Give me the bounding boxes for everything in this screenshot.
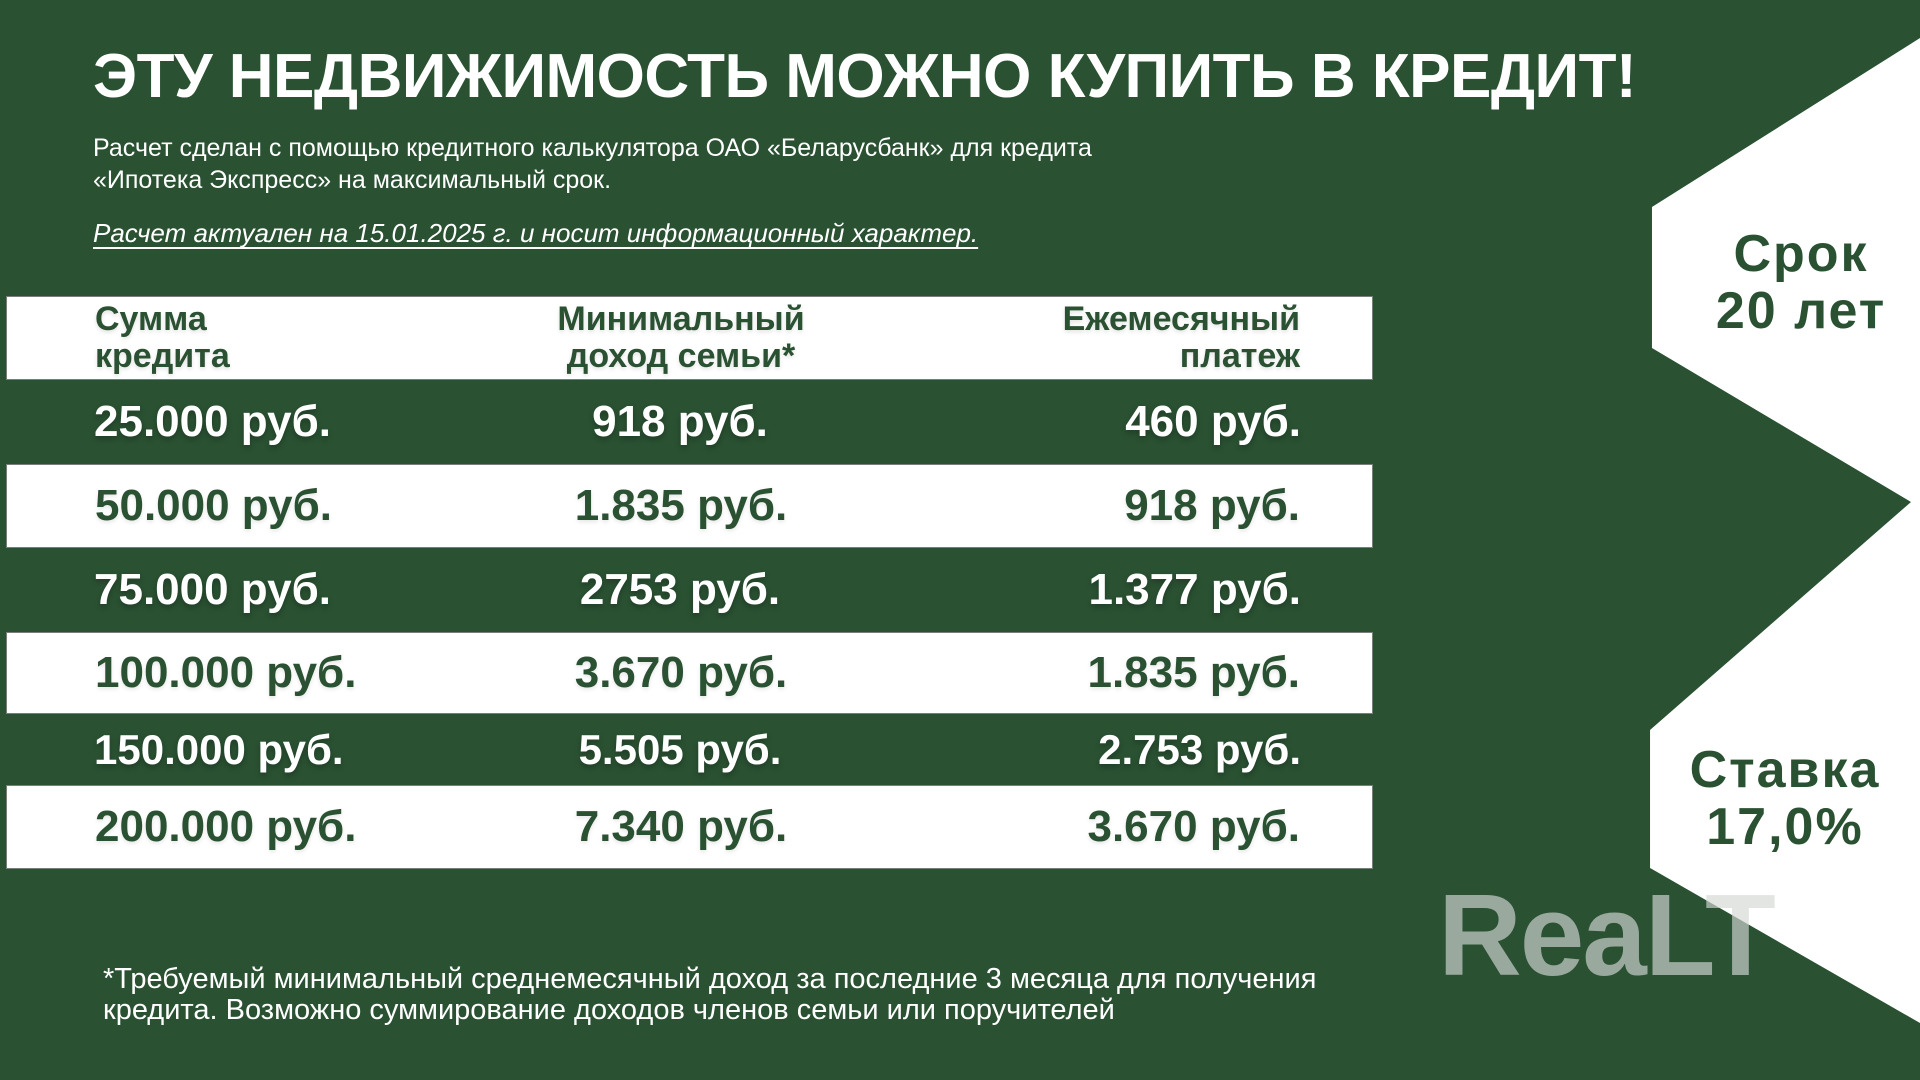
table-row: 50.000 руб. 1.835 руб. 918 руб. [6, 464, 1373, 548]
cell-monthly-payment: 3.670 руб. [1087, 802, 1300, 851]
cell-credit-sum: 50.000 руб. [95, 481, 332, 530]
subtitle-line-1: Расчет сделан с помощью кредитного кальк… [93, 134, 1092, 162]
subtitle: Расчет сделан с помощью кредитного кальк… [93, 132, 1092, 196]
cell-monthly-payment: 918 руб. [1124, 481, 1300, 530]
table-body: 25.000 руб. 918 руб. 460 руб. 50.000 руб. 1.… [6, 380, 1373, 869]
table-header-row: Сумма кредита Минимальный доход семьи* Е… [6, 296, 1373, 380]
table-row: 100.000 руб. 3.670 руб. 1.835 руб. [6, 632, 1373, 714]
cell-min-income: 1.835 руб. [574, 481, 788, 530]
header-min-income-line2: доход семьи* [566, 337, 796, 375]
rate-badge-label: Ставка [1689, 741, 1881, 799]
header-monthly-payment-line2: платеж [1179, 337, 1300, 375]
header-monthly-payment-line1: Ежемесячный [1062, 300, 1300, 338]
table-row: 75.000 руб. 2753 руб. 1.377 руб. [6, 548, 1373, 632]
cell-min-income: 2753 руб. [579, 565, 781, 614]
validity-note: Расчет актуален на 15.01.2025 г. и носит… [93, 218, 979, 248]
cell-min-income: 7.340 руб. [574, 802, 788, 851]
table-row: 25.000 руб. 918 руб. 460 руб. [6, 380, 1373, 464]
table-row: 200.000 руб. 7.340 руб. 3.670 руб. [6, 785, 1373, 869]
header-cell-monthly-payment: Ежемесячный платеж [1063, 301, 1300, 375]
realt-logo-watermark: ReaLT [1438, 870, 1776, 1000]
cell-credit-sum: 25.000 руб. [94, 397, 331, 446]
page-title: ЭТУ НЕДВИЖИМОСТЬ МОЖНО КУПИТЬ В КРЕДИТ! [93, 42, 1637, 111]
footnote-line-2: кредита. Возможно суммирование доходов ч… [103, 994, 1115, 1026]
header-credit-sum-line2: кредита [95, 337, 230, 375]
header-cell-credit-sum: Сумма кредита [95, 301, 230, 375]
header-cell-min-income: Минимальный доход семьи* [431, 301, 931, 375]
cell-monthly-payment: 1.377 руб. [1088, 565, 1301, 614]
cell-monthly-payment: 460 руб. [1125, 397, 1301, 446]
cell-min-income: 5.505 руб. [578, 725, 782, 773]
term-badge-label: Срок [1733, 225, 1869, 283]
header-credit-sum-line1: Сумма [95, 300, 207, 338]
table-row: 150.000 руб. 5.505 руб. 2.753 руб. [6, 714, 1373, 785]
credit-table: Сумма кредита Минимальный доход семьи* Е… [6, 296, 1373, 869]
header-min-income-line1: Минимальный [557, 300, 805, 338]
cell-credit-sum: 100.000 руб. [95, 648, 357, 697]
cell-min-income: 3.670 руб. [574, 648, 788, 697]
cell-credit-sum: 75.000 руб. [94, 565, 331, 614]
cell-credit-sum: 150.000 руб. [94, 725, 344, 773]
footnote-line-1: *Требуемый минимальный среднемесячный до… [103, 963, 1317, 995]
cell-monthly-payment: 2.753 руб. [1098, 725, 1301, 773]
cell-monthly-payment: 1.835 руб. [1087, 648, 1300, 697]
term-badge: Срок 20 лет [1660, 226, 1920, 340]
rate-badge: Ставка 17,0% [1645, 742, 1920, 856]
term-badge-value: 20 лет [1715, 282, 1887, 340]
cell-credit-sum: 200.000 руб. [95, 802, 357, 851]
cell-min-income: 918 руб. [592, 397, 768, 446]
rate-badge-value: 17,0% [1706, 798, 1864, 856]
footnote: *Требуемый минимальный среднемесячный до… [103, 964, 1316, 1026]
subtitle-line-2: «Ипотека Экспресс» на максимальный срок. [93, 166, 612, 194]
